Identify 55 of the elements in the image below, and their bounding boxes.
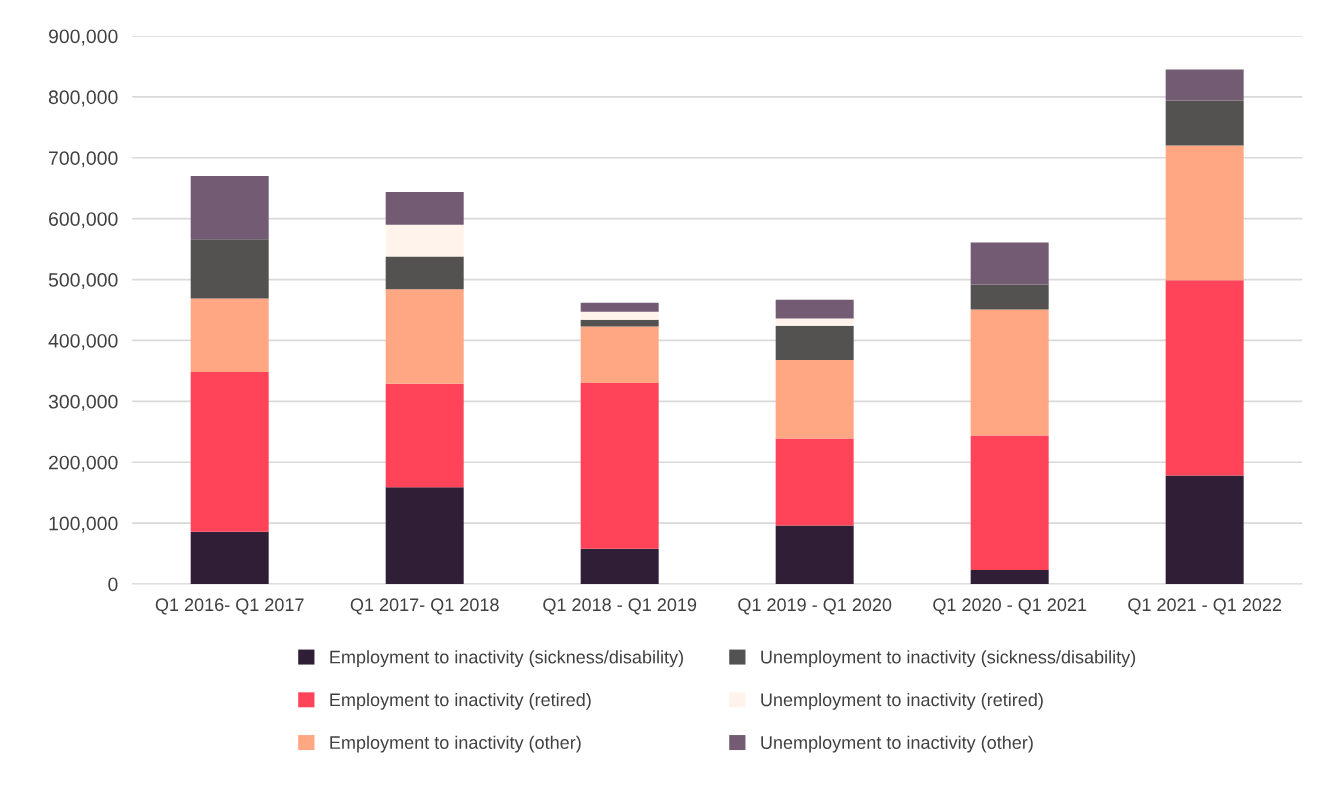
bar (190, 372, 269, 532)
bar (1165, 280, 1244, 476)
bar (970, 242, 1049, 285)
y-tick-label: 500,000 (48, 273, 118, 290)
legend-label: Unemployment to inactivity (other) (761, 735, 1033, 753)
y-tick-label: 800,000 (48, 90, 118, 107)
bar (970, 284, 1049, 310)
bar (775, 525, 854, 584)
bar (775, 299, 854, 319)
y-tick-label: 0 (108, 577, 118, 592)
bar (775, 325, 854, 360)
y-tick-label: 400,000 (48, 333, 118, 350)
bar (385, 289, 464, 384)
bar (190, 176, 269, 240)
x-tick-label: Q1 2019 - Q1 2020 (738, 598, 892, 615)
y-tick-label: 900,000 (48, 29, 118, 46)
x-tick-label: Q1 2016- Q1 2017 (155, 598, 304, 615)
bar (970, 570, 1049, 584)
legend-label: Unemployment to inactivity (sickness/disability) (761, 650, 1136, 668)
bar (385, 383, 464, 488)
bar (190, 239, 269, 299)
bar (775, 438, 854, 526)
bar (580, 548, 659, 584)
bar (190, 531, 269, 584)
legend-label: Unemployment to inactivity (retired) (761, 692, 1043, 710)
x-tick-label: Q1 2017- Q1 2018 (350, 598, 499, 615)
y-tick-label: 700,000 (49, 151, 118, 168)
bar (385, 487, 464, 584)
x-tick-label: Q1 2018 - Q1 2019 (543, 598, 697, 615)
bar (580, 311, 659, 320)
legend-label: Employment to inactivity (retired) (330, 692, 591, 710)
bar (1165, 475, 1244, 584)
bar (580, 302, 659, 312)
bar (970, 435, 1049, 570)
x-tick-label: Q1 2020 - Q1 2021 (933, 598, 1087, 615)
y-tick-label: 200,000 (49, 455, 118, 472)
bar (385, 191, 464, 225)
bar (1165, 145, 1244, 281)
bar (580, 383, 659, 549)
legend-label: Employment to inactivity (other) (330, 735, 581, 753)
bar (1165, 69, 1244, 101)
bar (190, 298, 269, 373)
y-tick-label: 300,000 (48, 394, 118, 411)
y-tick-label: 600,000 (49, 212, 118, 229)
bar (580, 319, 659, 327)
bar (580, 326, 659, 384)
x-tick-label: Q1 2021 - Q1 2022 (1128, 598, 1282, 615)
bar (1165, 100, 1244, 146)
bar (775, 359, 854, 439)
bar (970, 309, 1049, 436)
bar (385, 256, 464, 290)
y-tick-label: 100,000 (49, 516, 118, 533)
bar (775, 318, 854, 326)
bar (385, 224, 464, 257)
legend-label: Employment to inactivity (sickness/disability) (330, 650, 683, 668)
